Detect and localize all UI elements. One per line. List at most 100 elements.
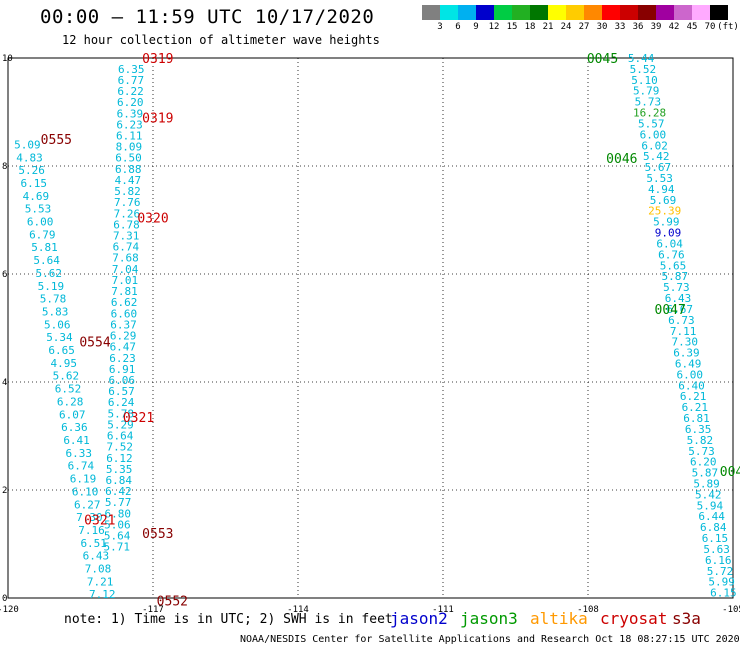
wave-height-label: 6.15 bbox=[702, 532, 729, 545]
wave-height-label: 6.74 bbox=[113, 241, 140, 254]
wave-height-label: 5.42 bbox=[643, 150, 670, 163]
wave-height-label: 6.43 bbox=[83, 550, 110, 563]
wave-height-label: 6.77 bbox=[118, 74, 145, 87]
wave-height-label: 6.43 bbox=[665, 292, 692, 305]
scale-swatch bbox=[620, 5, 638, 20]
wave-height-label: 5.73 bbox=[635, 96, 662, 109]
wave-height-label: 5.06 bbox=[44, 318, 71, 331]
wave-height-label: 6.57 bbox=[108, 385, 135, 398]
wave-height-label: 6.28 bbox=[57, 395, 84, 408]
time-label: 0045 bbox=[587, 52, 618, 67]
scale-swatch bbox=[440, 5, 458, 20]
legend-altika: altika bbox=[530, 609, 588, 628]
wave-height-label: 6.88 bbox=[115, 163, 142, 176]
wave-height-label: 6.51 bbox=[80, 537, 107, 550]
wave-height-label: 6.23 bbox=[116, 118, 143, 131]
wave-height-label: 6.00 bbox=[640, 128, 667, 141]
wave-height-label: 6.35 bbox=[685, 423, 712, 436]
scale-label: 30 bbox=[596, 22, 608, 32]
time-label: 0321 bbox=[123, 411, 154, 426]
wave-height-label: 5.10 bbox=[631, 74, 658, 87]
wave-height-label: 4.47 bbox=[115, 174, 142, 187]
wave-height-label: 6.20 bbox=[117, 96, 144, 109]
wave-height-label: 5.42 bbox=[695, 488, 722, 501]
scale-swatch bbox=[422, 5, 440, 20]
wave-height-label: 5.57 bbox=[638, 117, 665, 130]
scale-label: 3 bbox=[437, 22, 443, 32]
wave-height-label: 6.91 bbox=[109, 363, 136, 376]
time-label: 0319 bbox=[142, 111, 173, 126]
wave-height-label: 5.62 bbox=[35, 267, 62, 280]
wave-height-label: 5.63 bbox=[703, 543, 730, 556]
wave-height-label: 6.11 bbox=[116, 129, 143, 142]
wave-height-label: 6.76 bbox=[658, 248, 685, 261]
wave-height-label: 5.99 bbox=[653, 216, 680, 229]
wave-height-label: 5.83 bbox=[42, 305, 69, 318]
wave-height-label: 6.06 bbox=[109, 374, 136, 387]
y-tick-label: 6 bbox=[2, 270, 7, 280]
time-label: 0048 bbox=[720, 465, 740, 480]
scale-label: 12 bbox=[488, 22, 500, 32]
wave-height-label: 5.34 bbox=[46, 331, 73, 344]
scale-label: 36 bbox=[632, 22, 644, 32]
wave-height-label: 5.06 bbox=[104, 518, 131, 531]
y-tick-label: 0 bbox=[2, 594, 7, 604]
wave-height-label: 5.52 bbox=[630, 63, 657, 76]
legend-s3a: s3a bbox=[672, 609, 701, 628]
wave-height-label: 5.71 bbox=[104, 541, 131, 554]
wave-height-label: 6.04 bbox=[656, 237, 683, 250]
time-label: 0321 bbox=[84, 514, 115, 529]
wave-height-label: 7.68 bbox=[112, 252, 139, 265]
wave-height-label: 6.36 bbox=[61, 421, 88, 434]
chart-title: 00:00 – 11:59 UTC 10/17/2020 bbox=[40, 6, 375, 28]
wave-height-label: 6.33 bbox=[65, 447, 92, 460]
wave-height-label: 5.26 bbox=[18, 164, 45, 177]
wave-height-label: 5.35 bbox=[106, 463, 133, 476]
wave-height-label: 7.12 bbox=[89, 588, 116, 601]
wave-height-label: 6.27 bbox=[74, 498, 101, 511]
wave-height-label: 7.52 bbox=[107, 441, 134, 454]
time-label: 0554 bbox=[79, 336, 110, 351]
scale-label: 27 bbox=[578, 22, 590, 32]
wave-height-label: 7.30 bbox=[672, 336, 699, 349]
time-label: 0552 bbox=[157, 595, 188, 610]
wave-height-label: 4.83 bbox=[16, 151, 43, 164]
wave-height-label: 5.72 bbox=[707, 565, 734, 578]
scale-label: 21 bbox=[542, 22, 554, 32]
wave-height-label: 7.81 bbox=[111, 285, 138, 298]
wave-height-label: 5.87 bbox=[661, 270, 688, 283]
y-tick-label: 10 bbox=[2, 54, 13, 64]
scale-swatch bbox=[476, 5, 494, 20]
wave-height-label: 5.62 bbox=[53, 370, 80, 383]
wave-height-label: 6.00 bbox=[677, 368, 704, 381]
wave-height-label: 4.69 bbox=[23, 190, 50, 203]
wave-height-label: 5.87 bbox=[692, 467, 719, 480]
scale-label: 6 bbox=[455, 22, 461, 32]
wave-height-label: 6.73 bbox=[668, 314, 695, 327]
scale-swatch bbox=[692, 5, 710, 20]
wave-height-label: 4.94 bbox=[648, 183, 675, 196]
wave-height-label: 6.41 bbox=[63, 434, 90, 447]
x-tick-label: -114 bbox=[287, 605, 309, 615]
wave-height-label: 6.24 bbox=[108, 396, 135, 409]
wave-height-label: 6.67 bbox=[666, 303, 693, 316]
wave-height-label: 7.21 bbox=[87, 575, 114, 588]
note-text: note: 1) Time is in UTC; 2) SWH is in fe… bbox=[64, 612, 393, 627]
wave-height-label: 6.02 bbox=[641, 139, 668, 152]
wave-height-label: 6.19 bbox=[70, 473, 97, 486]
wave-height-label: 6.39 bbox=[673, 347, 700, 360]
wave-height-label: 6.42 bbox=[105, 485, 132, 498]
time-label: 0046 bbox=[606, 152, 637, 167]
wave-height-label: 6.74 bbox=[68, 460, 95, 473]
wave-height-label: 5.69 bbox=[650, 194, 677, 207]
wave-height-label: 5.19 bbox=[38, 280, 65, 293]
wave-height-label: 6.21 bbox=[682, 401, 709, 414]
wave-height-label: 5.09 bbox=[14, 138, 41, 151]
time-label: 0047 bbox=[655, 303, 686, 318]
x-tick-label: -108 bbox=[577, 605, 599, 615]
scale-swatch bbox=[548, 5, 566, 20]
scale-swatch bbox=[512, 5, 530, 20]
time-label: 0555 bbox=[41, 133, 72, 148]
legend-jason2: jason2 bbox=[390, 609, 448, 628]
wave-height-label: 7.01 bbox=[112, 274, 139, 287]
